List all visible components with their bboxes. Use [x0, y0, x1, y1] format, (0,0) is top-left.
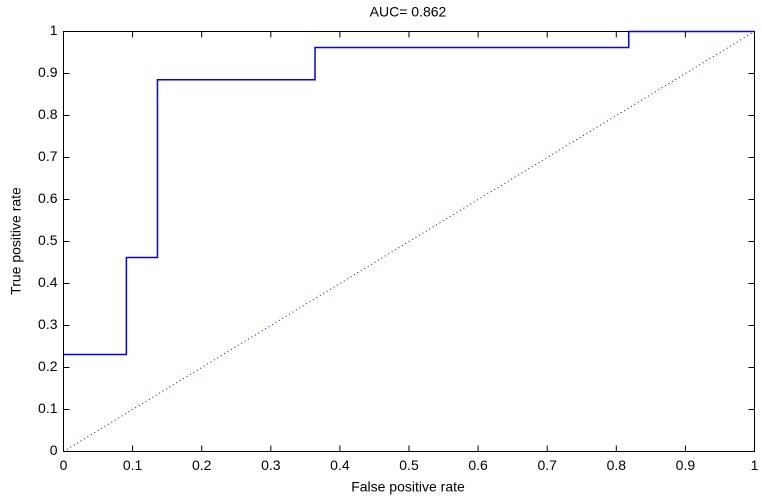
x-tick-label: 0.7 — [537, 457, 557, 473]
y-axis-label: True positive rate — [8, 187, 24, 295]
y-tick-label: 0.8 — [38, 106, 58, 122]
y-tick-label: 0.7 — [38, 148, 58, 164]
chart-title: AUC= 0.862 — [370, 4, 447, 20]
x-tick-label: 0.6 — [468, 457, 488, 473]
x-axis-label: False positive rate — [351, 479, 465, 495]
x-tick-label: 0.1 — [123, 457, 143, 473]
x-tick-label: 0.4 — [330, 457, 350, 473]
y-tick-label: 0.5 — [38, 232, 58, 248]
y-tick-label: 0.3 — [38, 316, 58, 332]
series-line — [63, 30, 755, 356]
y-tick-label: 0.9 — [38, 64, 58, 80]
x-tick-label: 1 — [751, 457, 759, 473]
y-tick-label: 1 — [50, 22, 58, 38]
y-tick-label: 0.1 — [38, 400, 58, 416]
x-tick-label: 0.9 — [676, 457, 696, 473]
x-tick-label: 0 — [60, 457, 68, 473]
y-tick-label: 0 — [50, 442, 58, 458]
x-tick-label: 0.2 — [192, 457, 212, 473]
x-tick-label: 0.3 — [261, 457, 281, 473]
y-tick-label: 0.2 — [38, 358, 58, 374]
y-tick-label: 0.4 — [38, 274, 58, 290]
x-tick-label: 0.5 — [399, 457, 419, 473]
x-tick-label: 0.8 — [607, 457, 627, 473]
series-line — [63, 31, 755, 452]
y-tick-label: 0.6 — [38, 190, 58, 206]
